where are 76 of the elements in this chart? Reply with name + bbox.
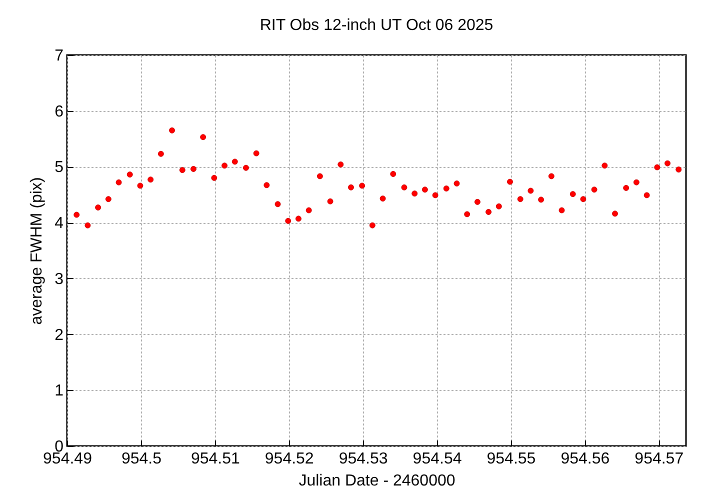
point [591,186,598,193]
point [623,184,630,191]
point [432,192,438,198]
x-tick-label: 954.57 [634,450,684,468]
point [496,203,502,210]
point [74,212,80,218]
y-tick-label: 4 [54,215,64,232]
point [84,222,91,228]
point [548,173,554,180]
point [602,162,608,169]
point [538,196,544,203]
point [222,162,228,169]
point [190,166,196,172]
point [158,150,164,157]
point [486,208,492,215]
point [558,207,565,214]
point [390,170,396,177]
point [380,196,386,202]
point [644,192,650,198]
point [285,218,292,224]
y-tick-label: 1 [54,382,64,400]
point [580,196,586,202]
y-axis-title: average FWHM (pix) [28,177,46,325]
x-tick-label: 954.51 [190,450,240,468]
x-tick-label: 954.55 [486,450,536,468]
point [295,216,302,222]
y-tick-label: 7 [54,48,64,64]
point [179,167,186,174]
point [507,178,513,185]
x-tick-label: 954.52 [264,450,314,468]
x-tick-label: 954.53 [338,450,388,468]
point [253,150,260,156]
point [306,207,312,214]
point [148,176,154,183]
point [169,127,176,134]
point [200,134,206,140]
point [401,184,408,190]
y-tick-label: 6 [54,103,64,120]
y-tick-label: 5 [54,159,64,176]
point [105,196,112,202]
point [474,198,480,205]
point [137,182,144,189]
point [443,186,450,192]
x-axis-title: Julian Date - 2460000 [298,472,456,490]
point [464,211,470,218]
point [338,161,344,168]
point [211,174,218,181]
point [359,182,366,189]
y-tick-label: 2 [54,326,64,344]
point [316,173,323,180]
point [126,172,133,178]
point [570,191,576,198]
point [633,179,640,186]
y-tick-label: 3 [54,270,64,288]
point [242,164,249,171]
point [654,164,660,170]
x-tick-label: 954.56 [560,450,610,468]
point [528,188,534,194]
point [232,158,238,165]
point [116,179,122,186]
x-tick-label: 954.54 [412,450,462,468]
point [264,182,270,188]
point [327,198,334,204]
point [664,160,670,166]
point [95,204,102,210]
point [412,190,418,197]
chart-title: RIT Obs 12-inch UT Oct 06 2025 [260,17,494,34]
point [369,222,376,228]
point [676,166,682,172]
point [348,184,354,190]
point [517,196,524,202]
point [422,186,428,193]
point [612,210,618,217]
point [454,180,460,186]
point [274,201,281,208]
x-tick-label: 954.5 [121,450,162,468]
